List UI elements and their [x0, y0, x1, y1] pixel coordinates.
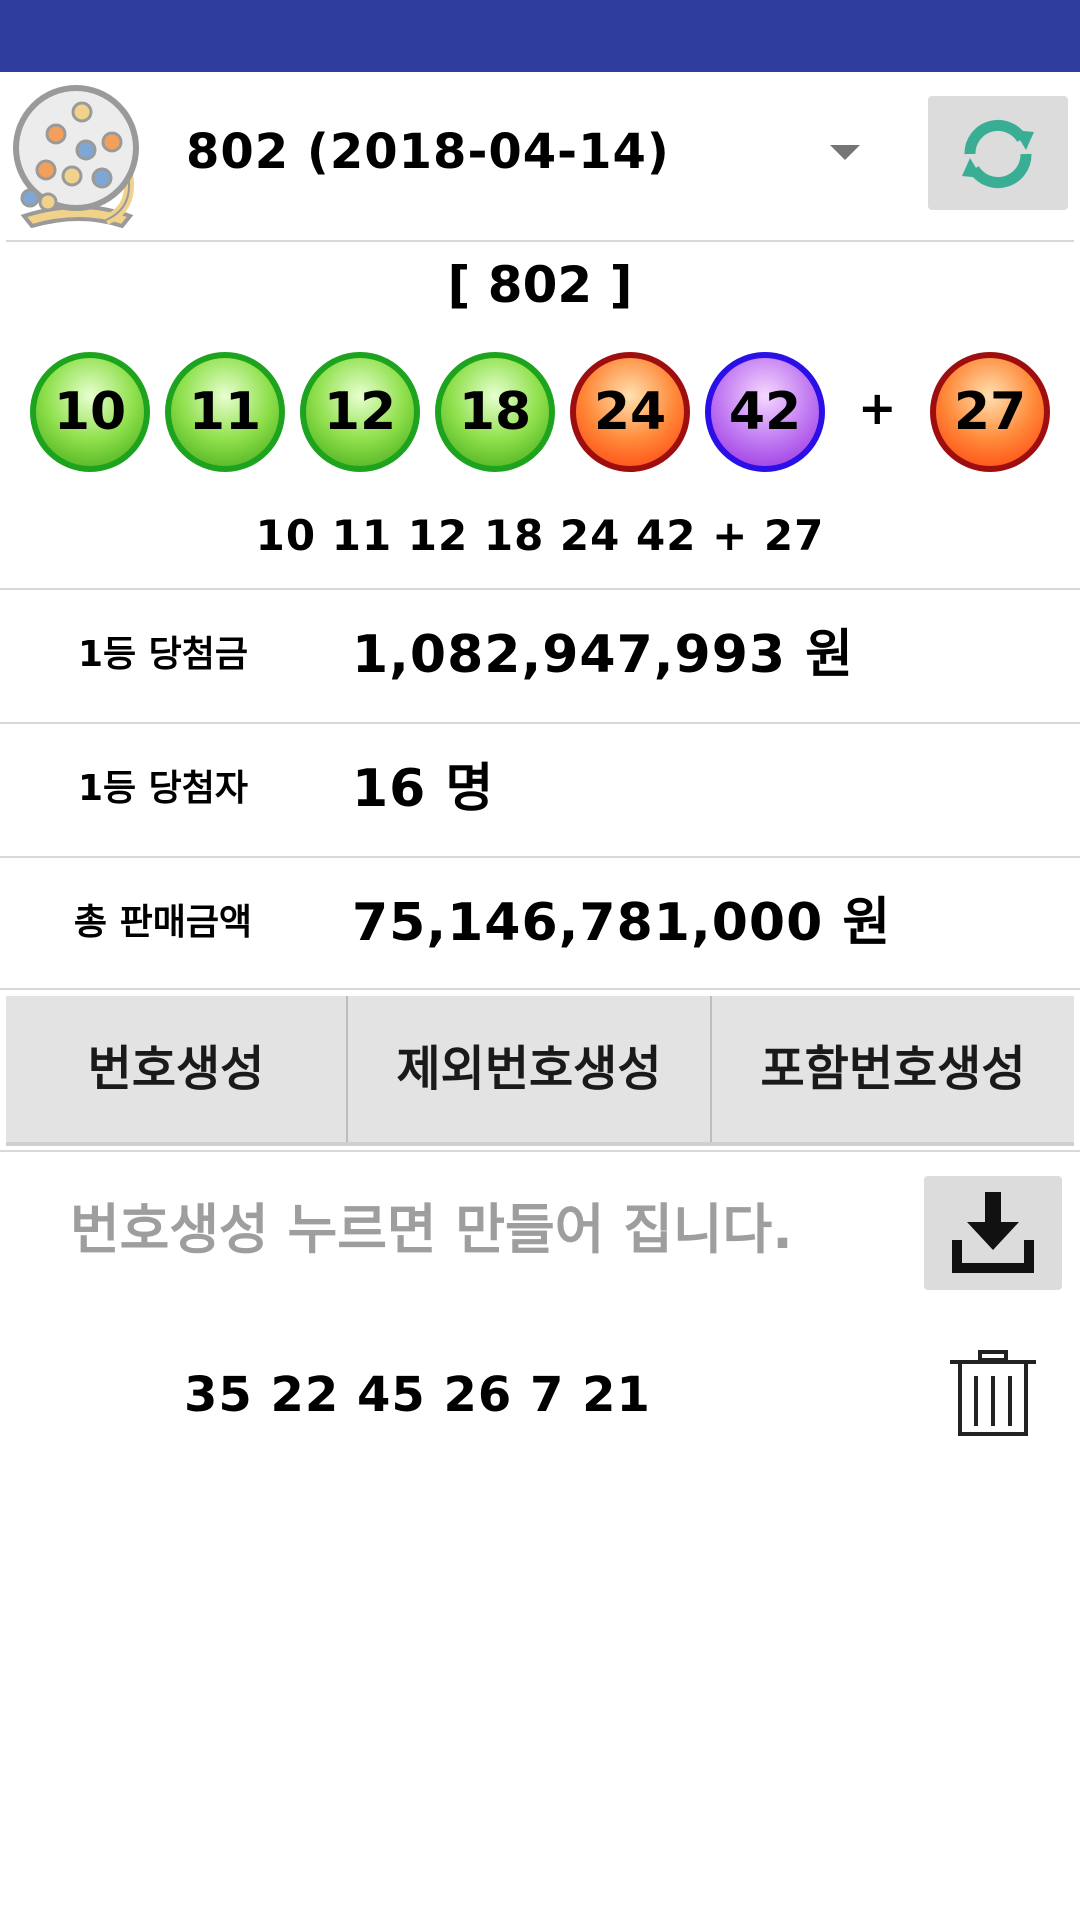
- info-value: 1,082,947,993 원: [352, 625, 855, 685]
- lottery-machine-icon: [10, 78, 150, 229]
- draw-round-label: [ 802 ]: [447, 256, 633, 314]
- winning-balls: 10 11 12 18 24 42 + 27: [0, 352, 1080, 472]
- winning-ball: 11: [165, 352, 285, 472]
- winning-ball: 10: [30, 352, 150, 472]
- generate-tabs: 번호생성 제외번호생성 포함번호생성: [6, 996, 1074, 1146]
- info-value: 16 명: [352, 759, 495, 819]
- divider: [0, 588, 1080, 590]
- header-row: 802 (2018-04-14): [0, 72, 1080, 240]
- round-select[interactable]: 802 (2018-04-14): [170, 112, 870, 192]
- info-label: 총 판매금액: [73, 902, 253, 943]
- result-row: 35 22 45 26 7 21: [0, 1340, 1080, 1450]
- generate-hint: 번호생성 누르면 만들어 집니다.: [70, 1198, 793, 1261]
- refresh-button[interactable]: [928, 96, 1068, 210]
- divider: [0, 988, 1080, 990]
- divider: [0, 722, 1080, 724]
- divider: [0, 856, 1080, 858]
- info-row-total-sales: 총 판매금액 75,146,781,000 원: [0, 858, 1080, 988]
- info-label: 1등 당첨금: [77, 634, 249, 675]
- info-row-first-winners: 1등 당첨자 16 명: [0, 724, 1080, 854]
- generated-numbers: 35 22 45 26 7 21: [184, 1367, 651, 1423]
- tab-separator: [346, 996, 348, 1142]
- trash-icon[interactable]: [946, 1350, 1040, 1438]
- winning-numbers-text: 10 11 12 18 24 42 + 27: [255, 511, 825, 560]
- divider: [0, 1150, 1080, 1152]
- info-value: 75,146,781,000 원: [352, 893, 892, 953]
- refresh-icon: [962, 119, 1034, 189]
- include-generate-button[interactable]: 포함번호생성: [760, 1041, 1026, 1097]
- winning-ball: 24: [570, 352, 690, 472]
- generate-button[interactable]: 번호생성: [87, 1041, 265, 1097]
- winning-ball: 12: [300, 352, 420, 472]
- bonus-ball: 27: [930, 352, 1050, 472]
- download-button[interactable]: [924, 1176, 1062, 1290]
- exclude-generate-button[interactable]: 제외번호생성: [396, 1041, 662, 1097]
- round-select-value: 802 (2018-04-14): [186, 124, 670, 180]
- divider: [6, 240, 1074, 242]
- plus-sign: +: [858, 381, 897, 435]
- winning-ball: 42: [705, 352, 825, 472]
- tab-separator: [710, 996, 712, 1142]
- info-row-first-prize: 1등 당첨금 1,082,947,993 원: [0, 590, 1080, 720]
- status-bar: [0, 0, 1080, 72]
- download-icon: [952, 1192, 1034, 1273]
- dropdown-caret-icon: [830, 145, 860, 160]
- info-label: 1등 당첨자: [77, 768, 249, 809]
- winning-ball: 18: [435, 352, 555, 472]
